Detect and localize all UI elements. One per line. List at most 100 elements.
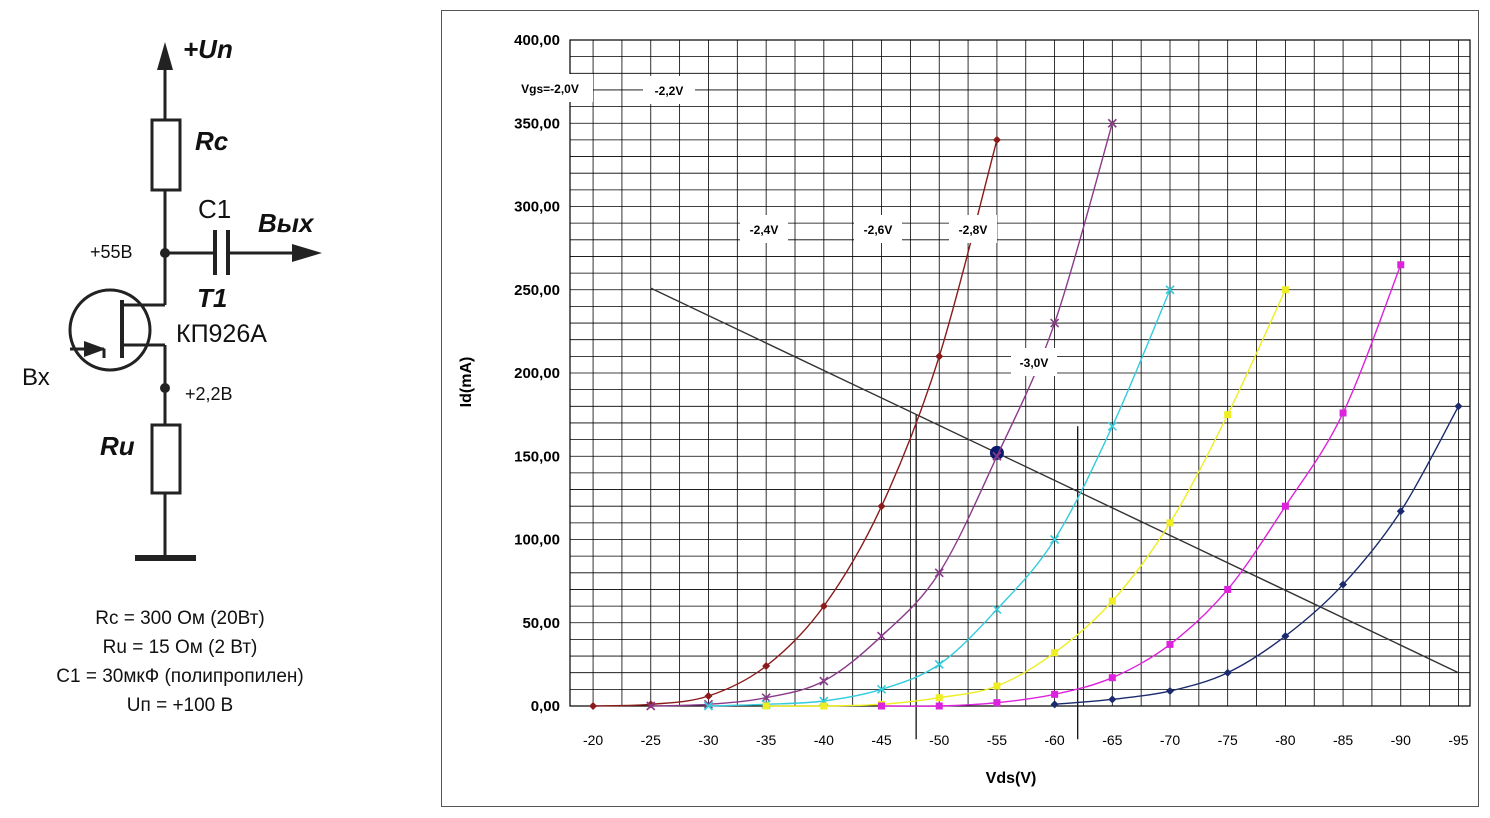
series-label-box [854,215,902,243]
circuit-schematic: +Un Rc +55В C1 Вых T1 КП926А Вх +2,2В Ru [22,34,322,561]
data-point [1050,318,1060,328]
data-point [1454,402,1463,411]
series-curve [1050,402,1463,709]
data-point [1396,507,1405,516]
x-tick-label: -45 [871,732,891,748]
data-point [1281,502,1289,510]
data-point [819,676,829,686]
series-label: -2,2V [655,84,684,98]
data-point [704,692,713,701]
data-point [1108,695,1117,704]
x-tick-label: -60 [1044,732,1064,748]
y-tick-label: 250,00 [514,282,560,299]
supply-label: +Un [183,34,233,64]
ru-label: Ru [100,431,135,461]
x-tick-label: -25 [641,732,661,748]
data-point [703,699,714,709]
data-point [1166,519,1174,527]
data-point [993,699,1001,707]
data-point [1224,585,1232,593]
data-point [1051,649,1059,657]
transistor-part: КП926А [176,320,267,348]
x-tick-label: -20 [583,732,603,748]
data-point [876,684,887,694]
id-vds-chart: 0,00 50,00 100,00 150,00 200,00 250,00 300,00 3… [458,32,1471,787]
data-point [876,631,887,641]
series-label: -2,8V [959,223,988,237]
data-point [1281,286,1289,294]
in-label: Вх [22,364,50,391]
data-point [1339,580,1348,589]
series-label-box [740,215,788,243]
data-point [1050,534,1060,545]
note-rc: Rc = 300 Ом (20Вт) [95,608,265,629]
transistor-icon [68,288,152,372]
x-tick-label: -65 [1102,732,1122,748]
data-point [1165,285,1175,295]
y-tick-label: 300,00 [514,199,560,216]
series-curve [646,118,1117,711]
data-point [819,602,828,611]
plot-area [569,39,1471,707]
data-point [1166,640,1174,648]
y-axis-label: Id(mA) [458,357,475,408]
drain-voltage: +55В [90,242,133,262]
data-point [1051,690,1059,698]
data-point [1107,118,1117,128]
x-tick-labels: -20 -25 -30 -35 -40 -45 -50 -55 -60 -65 -70 -75 -80 -… [583,732,1469,748]
x-tick-label: -55 [987,732,1007,748]
data-point [646,700,655,709]
x-tick-label: -70 [1160,732,1180,748]
ru-resistor-icon [150,423,182,495]
source-voltage: +2,2В [185,384,233,404]
series-label-box [1011,348,1057,376]
data-point [762,662,771,671]
x-tick-label: -40 [814,732,834,748]
data-point [1107,421,1117,431]
series-label: Vgs=-2,0V [521,82,579,96]
data-point [762,702,770,710]
data-point [934,568,944,578]
y-tick-label: 200,00 [514,365,560,382]
note-ru: Ru = 15 Ом (2 Вт) [102,637,258,658]
data-point [878,702,886,710]
data-point [646,701,656,711]
data-point [992,451,1002,461]
output-arrow-icon [292,244,322,262]
x-tick-label: -30 [698,732,718,748]
data-point [877,502,886,511]
data-point [935,352,944,361]
data-point [992,604,1002,614]
y-tick-labels: 0,00 50,00 100,00 150,00 200,00 250,00 300,00 3… [514,32,560,715]
series-label-box [643,76,695,104]
chart-series [589,118,1463,711]
x-tick-label: -75 [1218,732,1238,748]
data-point [935,694,943,702]
load-line [650,287,1459,674]
data-point [1224,411,1232,419]
transistor-label: T1 [197,283,227,313]
out-label: Вых [258,208,315,238]
data-point [1166,687,1174,696]
y-tick-label: 100,00 [514,532,560,549]
y-tick-label: 350,00 [514,115,560,132]
x-tick-label: -90 [1391,732,1411,748]
data-point [1108,597,1116,605]
x-tick-label: -95 [1448,732,1468,748]
x-tick-label: -80 [1275,732,1295,748]
data-point [820,702,828,710]
data-point [992,135,1001,144]
series-label: -2,4V [750,223,779,237]
y-tick-label: 0,00 [531,698,560,715]
y-tick-label: 50,00 [522,615,560,632]
c1-label: C1 [198,194,231,224]
data-point [935,702,943,710]
x-tick-label: -35 [756,732,776,748]
data-point [934,659,944,669]
data-point [761,693,771,703]
data-point [589,702,598,710]
supply-arrow-icon [157,42,173,70]
series-curve [878,261,1405,710]
rc-resistor-icon [150,118,182,192]
x-tick-label: -85 [1333,732,1353,748]
